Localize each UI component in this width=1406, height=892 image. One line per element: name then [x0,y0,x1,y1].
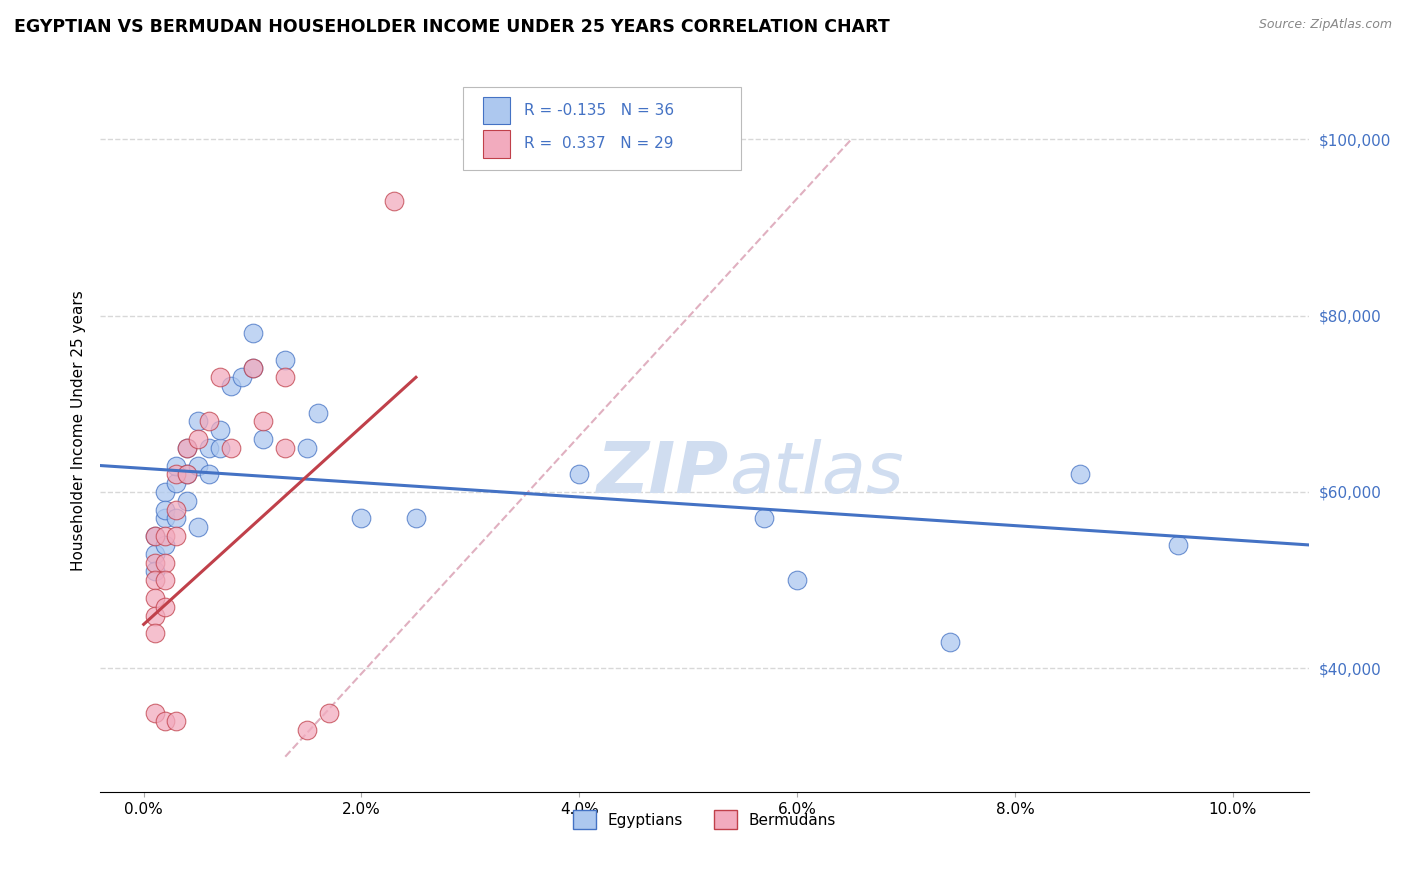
Point [176,467,198,482]
Point [143,591,166,605]
Point [274,370,297,384]
Point [176,441,198,455]
Point [187,458,209,473]
Point [165,502,187,516]
Point [155,573,177,587]
Point [198,414,221,428]
Point [274,352,297,367]
Text: Source: ZipAtlas.com: Source: ZipAtlas.com [1258,18,1392,31]
Point [938,635,960,649]
Point [155,538,177,552]
Point [1167,538,1189,552]
Point [165,458,187,473]
Point [165,511,187,525]
Legend: Egyptians, Bermudans: Egyptians, Bermudans [567,804,842,835]
Text: R = -0.135   N = 36: R = -0.135 N = 36 [524,103,675,118]
Point [155,502,177,516]
Point [242,326,264,341]
Point [165,714,187,729]
Point [231,370,253,384]
Text: ZIP: ZIP [596,439,728,508]
Point [143,573,166,587]
Point [208,441,231,455]
Point [143,529,166,543]
Text: EGYPTIAN VS BERMUDAN HOUSEHOLDER INCOME UNDER 25 YEARS CORRELATION CHART: EGYPTIAN VS BERMUDAN HOUSEHOLDER INCOME … [14,18,890,36]
Point [568,467,591,482]
Y-axis label: Householder Income Under 25 years: Householder Income Under 25 years [72,290,86,571]
Point [143,565,166,579]
Point [252,414,274,428]
Point [176,493,198,508]
Point [252,432,274,446]
Point [155,714,177,729]
Point [350,511,373,525]
Point [219,379,242,393]
Point [143,556,166,570]
Point [318,706,340,720]
Point [382,194,405,208]
Point [198,467,221,482]
Point [295,723,318,738]
Point [219,441,242,455]
FancyBboxPatch shape [463,87,741,169]
Point [187,414,209,428]
Point [208,423,231,437]
Point [155,485,177,500]
Point [155,556,177,570]
Point [295,441,318,455]
Point [165,529,187,543]
Point [754,511,776,525]
Point [198,441,221,455]
Point [242,361,264,376]
Point [405,511,427,525]
Point [786,573,808,587]
Point [176,467,198,482]
Point [143,706,166,720]
Point [165,476,187,491]
FancyBboxPatch shape [484,96,510,124]
Point [187,520,209,534]
Point [242,361,264,376]
Point [1069,467,1091,482]
Point [176,441,198,455]
Point [143,608,166,623]
Point [143,626,166,640]
Point [143,547,166,561]
Point [155,599,177,614]
Point [165,467,187,482]
Point [155,511,177,525]
Point [155,529,177,543]
Point [274,441,297,455]
FancyBboxPatch shape [484,130,510,158]
Text: atlas: atlas [728,439,903,508]
Point [307,406,329,420]
Text: R =  0.337   N = 29: R = 0.337 N = 29 [524,136,673,152]
Point [208,370,231,384]
Point [143,529,166,543]
Point [187,432,209,446]
